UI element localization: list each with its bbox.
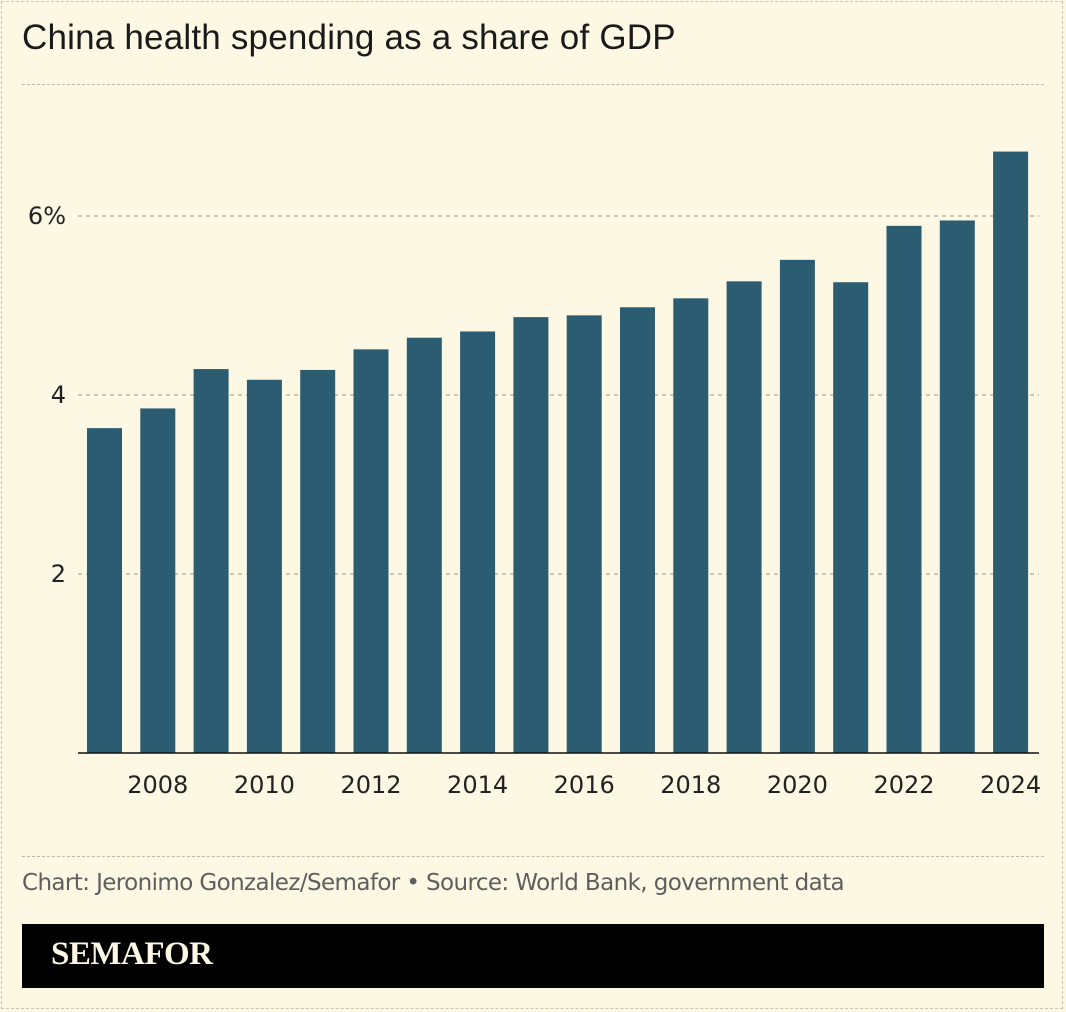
bar-2024 [993,151,1029,753]
y-tick-label-2: 2 [51,560,66,588]
bar-2010 [246,379,282,753]
bar-2018 [673,298,709,753]
brand-bar: SEMAFOR [22,924,1044,988]
x-tick-label-2018: 2018 [660,771,721,799]
bar-2011 [300,369,336,753]
x-tick-label-2014: 2014 [447,771,508,799]
x-tick-label-2010: 2010 [234,771,295,799]
semafor-logo: SEMAFOR [51,936,213,972]
bar-2015 [513,317,549,753]
x-tick-label-2008: 2008 [127,771,188,799]
top-divider [22,84,1044,85]
source-note: Chart: Jeronimo Gonzalez/Semafor • Sourc… [22,870,845,896]
x-tick-label-2012: 2012 [340,771,401,799]
y-tick-label-4: 4 [51,381,66,409]
bar-2020 [779,259,815,753]
bar-2019 [726,281,762,753]
bottom-divider [22,856,1044,857]
y-tick-label-6: 6% [28,202,66,230]
bar-2014 [460,331,496,753]
chart-title: China health spending as a share of GDP [22,18,676,57]
bar-2008 [140,408,176,753]
bar-2022 [886,225,922,754]
bar-2007 [87,428,122,753]
bar-2013 [406,337,442,753]
x-tick-label-2016: 2016 [554,771,615,799]
x-tick-label-2024: 2024 [980,771,1041,799]
x-tick-label-2020: 2020 [767,771,828,799]
bar-chart: 2 4 6% 2008 2010 2012 2014 2016 2018 2020 2022 2024 [28,151,1041,799]
bar-2023 [939,220,975,754]
bar-2021 [833,282,869,753]
bar-2012 [353,349,389,753]
bar-2016 [566,315,602,753]
bar-2017 [620,307,655,753]
bar-2009 [193,369,229,753]
x-tick-label-2022: 2022 [873,771,934,799]
